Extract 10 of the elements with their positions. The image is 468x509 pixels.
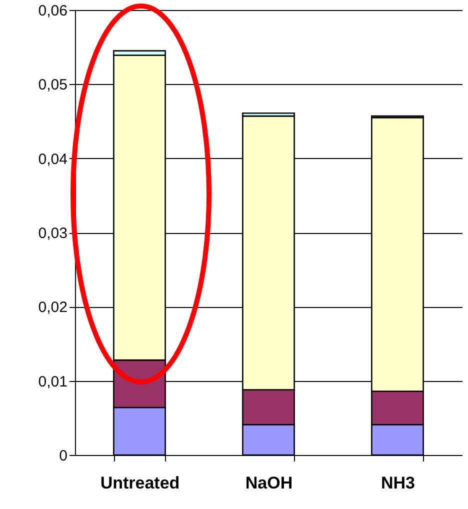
y-tick-label: 0,04 (38, 150, 68, 168)
x-tick-label: NH3 (380, 474, 416, 492)
y-tick-label: 0,02 (38, 299, 68, 316)
y-tick-label: 0,03 (38, 225, 68, 242)
x-tick-label: Untreated (100, 474, 180, 492)
y-tick-label: 0,05 (38, 76, 68, 94)
y-tick-label: 0,01 (38, 373, 68, 390)
y-tick-label: 0,06 (38, 2, 68, 20)
x-tick-label: NaOH (245, 474, 293, 492)
y-tick-label: 0 (59, 448, 68, 464)
